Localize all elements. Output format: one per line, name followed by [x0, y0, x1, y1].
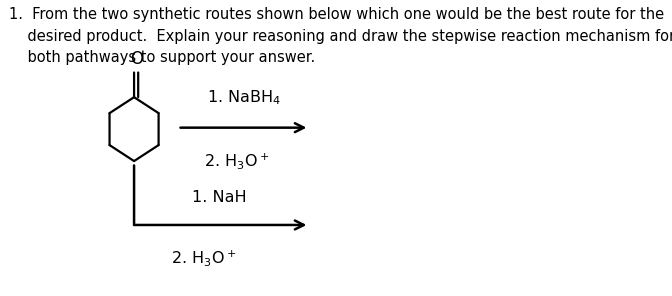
Text: 2. H$_3$O$^+$: 2. H$_3$O$^+$	[204, 151, 269, 171]
Text: O: O	[130, 50, 142, 68]
Text: 1.  From the two synthetic routes shown below which one would be the best route : 1. From the two synthetic routes shown b…	[9, 7, 672, 65]
Text: 2. H$_3$O$^+$: 2. H$_3$O$^+$	[171, 248, 236, 268]
Text: 1. NaBH$_4$: 1. NaBH$_4$	[207, 89, 281, 107]
Text: 1. NaH: 1. NaH	[192, 190, 247, 205]
